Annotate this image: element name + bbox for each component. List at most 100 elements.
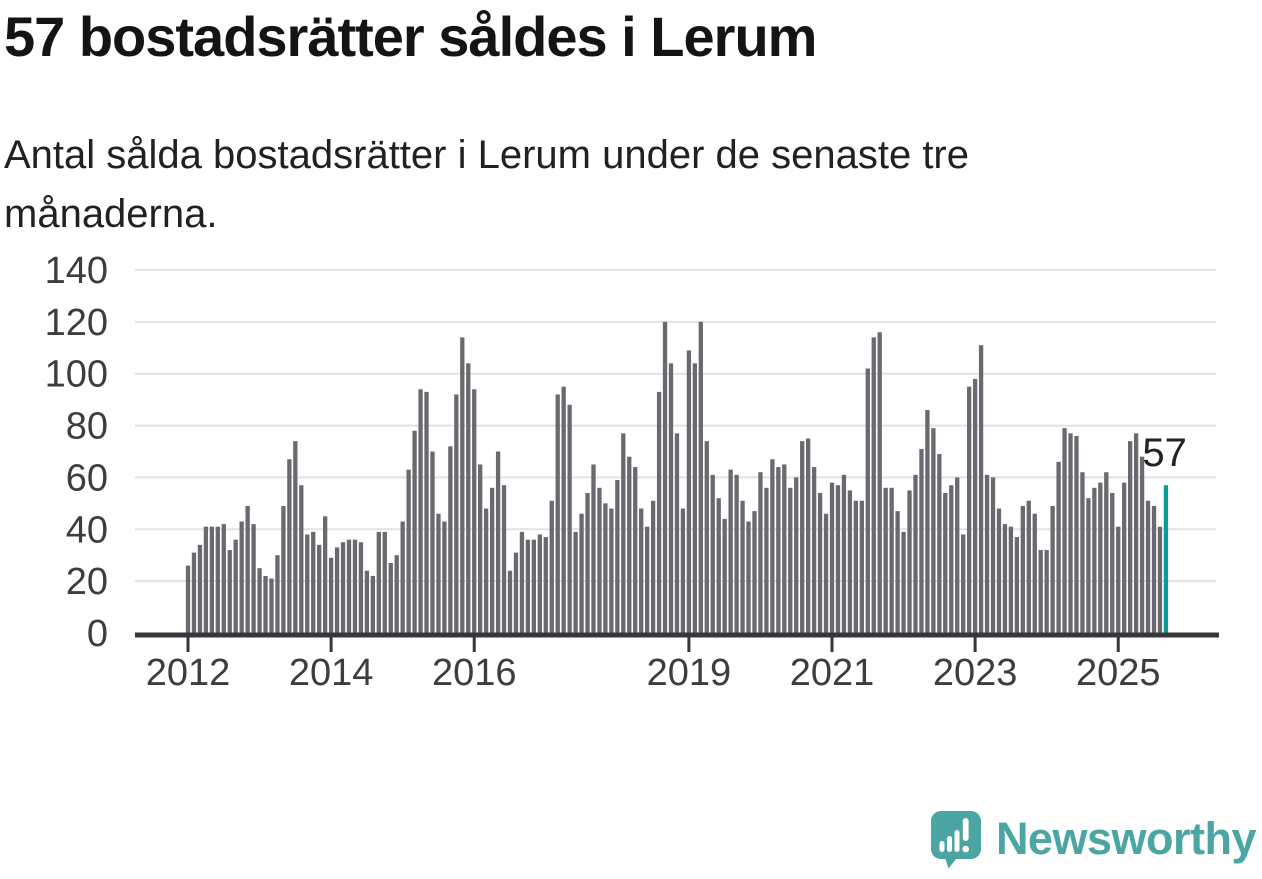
newsworthy-logo[interactable]: Newsworthy — [929, 809, 1257, 869]
bar — [358, 542, 364, 633]
bar — [841, 474, 847, 633]
bar — [382, 531, 387, 633]
bar — [1074, 435, 1079, 633]
bar — [835, 485, 841, 633]
exclamation-icon — [962, 818, 969, 853]
bar — [817, 492, 823, 633]
bar — [328, 557, 334, 633]
bar — [698, 321, 703, 633]
bar — [501, 485, 507, 633]
newsworthy-wordmark: Newsworthy — [995, 813, 1257, 864]
bar — [668, 363, 674, 633]
x-tick-label: 2021 — [790, 652, 875, 694]
bar — [1086, 498, 1091, 633]
bar — [299, 485, 304, 633]
bar — [209, 526, 214, 633]
bar — [1068, 433, 1073, 633]
bar — [436, 513, 441, 633]
bar — [1038, 550, 1043, 633]
bar — [823, 513, 829, 633]
bar — [794, 477, 799, 633]
bar — [639, 508, 644, 633]
bar — [489, 487, 495, 633]
bar — [400, 521, 405, 633]
bar — [430, 451, 435, 633]
bar — [311, 531, 316, 633]
bar — [233, 539, 238, 633]
bar — [334, 547, 340, 633]
bar — [197, 544, 203, 633]
bar — [984, 474, 990, 633]
bar — [1044, 550, 1049, 633]
highlight-bar — [1163, 485, 1169, 633]
bar — [1050, 505, 1055, 633]
bar — [478, 464, 483, 633]
bar — [788, 487, 793, 633]
bar — [1014, 537, 1020, 633]
x-tick-label: 2014 — [289, 652, 374, 694]
bar — [567, 404, 572, 633]
bar — [1139, 456, 1145, 633]
bar — [716, 498, 721, 633]
x-tick-label: 2016 — [432, 652, 517, 694]
bar — [543, 537, 548, 633]
bar — [645, 526, 650, 633]
chart-subtitle: Antal sålda bostadsrätter i Lerum under … — [4, 133, 969, 237]
bar — [1145, 500, 1151, 633]
bar — [925, 410, 930, 633]
bar — [1032, 513, 1037, 633]
bar — [460, 337, 465, 633]
bar — [996, 508, 1002, 633]
bar — [1157, 526, 1163, 633]
bar — [734, 474, 739, 633]
bar — [424, 391, 429, 633]
bar — [621, 433, 626, 633]
bar — [191, 552, 197, 633]
bar — [609, 508, 614, 633]
bar — [1080, 472, 1085, 633]
bar — [972, 378, 978, 633]
bar — [656, 391, 662, 633]
bar — [227, 550, 232, 633]
bar — [215, 526, 220, 633]
page-title: 57 bostadsrätter såldes i Lerum — [4, 5, 817, 68]
bar — [1092, 487, 1097, 633]
bar — [412, 430, 417, 633]
y-tick-label: 60 — [66, 457, 108, 499]
bar — [943, 492, 948, 633]
bar — [1008, 526, 1014, 633]
bar — [305, 534, 310, 633]
bar — [257, 568, 262, 633]
bar — [990, 477, 996, 633]
bar — [865, 368, 870, 633]
bar — [1020, 505, 1025, 633]
bar — [466, 363, 471, 633]
bar — [871, 337, 876, 633]
bar — [811, 467, 817, 633]
bar — [961, 534, 966, 633]
bar — [907, 490, 912, 633]
bar — [895, 511, 900, 633]
bar — [585, 492, 590, 633]
bar — [1098, 482, 1103, 633]
bar — [448, 446, 453, 633]
bar — [519, 531, 525, 633]
bar — [633, 467, 638, 633]
bar — [770, 459, 775, 633]
x-tick-label: 2012 — [146, 652, 231, 694]
bar — [317, 544, 322, 633]
bar — [281, 505, 286, 633]
newsworthy-bubble-icon — [930, 811, 981, 869]
bar — [442, 521, 447, 633]
bar — [573, 531, 578, 633]
bar — [692, 363, 698, 633]
bar — [931, 428, 936, 633]
y-tick-label: 80 — [66, 406, 108, 448]
bar — [364, 570, 370, 633]
bar — [221, 524, 226, 633]
bar — [561, 386, 566, 633]
bar — [484, 508, 489, 633]
bar — [1002, 524, 1008, 633]
x-tick-label: 2025 — [1076, 652, 1161, 694]
y-tick-label: 140 — [45, 253, 108, 292]
